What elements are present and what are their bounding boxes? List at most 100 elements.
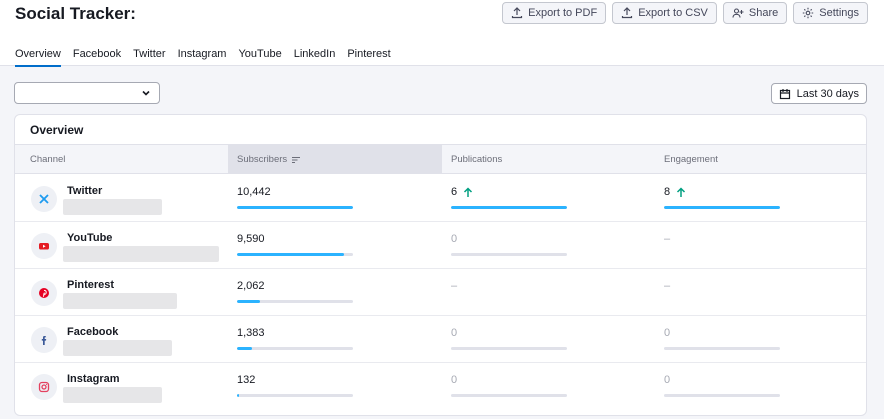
column-subscribers-label: Subscribers [237, 154, 288, 165]
subscribers-bar-fill [237, 300, 261, 303]
facebook-icon [41, 336, 47, 345]
publications-value: 6 [451, 186, 458, 198]
table-row: Instagram 132 0 0 [15, 363, 866, 410]
share-button[interactable]: Share [722, 2, 788, 24]
pinterest-icon [39, 288, 49, 298]
subscribers-bar [237, 253, 353, 256]
export-csv-label: Export to CSV [638, 7, 708, 19]
channel-name[interactable]: YouTube [67, 232, 113, 244]
tab-overview[interactable]: Overview [15, 48, 61, 67]
tab-instagram[interactable]: Instagram [177, 48, 227, 60]
column-publications-label: Publications [451, 154, 503, 165]
app-header: Social Tracker: Export to PDF Export to … [0, 0, 884, 67]
table-row: YouTube 9,590 0 – [15, 222, 866, 269]
channel-name[interactable]: Twitter [67, 185, 103, 197]
column-header-subscribers[interactable]: Subscribers [228, 145, 442, 174]
subscribers-value: 9,590 [237, 233, 265, 245]
export-pdf-button[interactable]: Export to PDF [502, 2, 607, 24]
subscribers-bar [237, 206, 353, 209]
subscribers-bar [237, 347, 353, 350]
subscribers-value: 1,383 [237, 327, 265, 339]
subscribers-value: 2,062 [237, 280, 265, 292]
channel-tabs: Overview Facebook Twitter Instagram YouT… [15, 48, 391, 67]
channel-handle-blurred [63, 199, 162, 215]
channel-handle-blurred [63, 340, 172, 356]
date-range-button[interactable]: Last 30 days [770, 83, 867, 104]
engagement-cell: 0 [664, 373, 784, 397]
tab-linkedin[interactable]: LinkedIn [293, 48, 336, 60]
export-csv-button[interactable]: Export to CSV [612, 2, 717, 24]
publications-bar [451, 253, 567, 256]
subscribers-value: 10,442 [237, 186, 271, 198]
column-channel-label: Channel [30, 154, 66, 165]
gear-icon [803, 7, 814, 19]
publications-bar-fill [451, 206, 567, 209]
engagement-cell: 0 [664, 326, 784, 350]
export-pdf-label: Export to PDF [528, 7, 598, 19]
channel-icon-wrap [31, 280, 57, 306]
tab-youtube[interactable]: YouTube [238, 48, 282, 60]
engagement-value-wrap: 8 [664, 185, 784, 199]
settings-button[interactable]: Settings [793, 2, 868, 24]
subscribers-bar [237, 300, 353, 303]
settings-label: Settings [819, 7, 859, 19]
column-header-engagement[interactable]: Engagement [664, 145, 864, 174]
header-actions: Export to PDF Export to CSV Share Settin… [502, 2, 868, 24]
subscribers-cell: 9,590 [237, 232, 357, 256]
engagement-cell: – [664, 232, 784, 246]
trend-up-icon [677, 186, 686, 197]
publications-bar [451, 206, 567, 209]
engagement-value: – [664, 233, 671, 245]
publications-cell: 0 [451, 373, 571, 397]
publications-value: – [451, 280, 458, 292]
channel-icon-wrap [31, 327, 57, 353]
subscribers-cell: 1,383 [237, 326, 357, 350]
subscribers-bar-fill [237, 253, 344, 256]
table-row: Facebook 1,383 0 0 [15, 316, 866, 363]
channel-icon-wrap [31, 374, 57, 400]
subscribers-bar [237, 394, 353, 397]
engagement-bar-fill [664, 206, 780, 209]
column-header-channel: Channel [30, 145, 230, 174]
table-row: Pinterest 2,062 – – [15, 269, 866, 316]
tab-pinterest[interactable]: Pinterest [347, 48, 391, 60]
engagement-bar [664, 347, 780, 350]
publications-cell: – [451, 279, 571, 293]
subscribers-cell: 132 [237, 373, 357, 397]
upload-icon [512, 7, 523, 19]
engagement-cell: – [664, 279, 784, 293]
tab-facebook[interactable]: Facebook [72, 48, 122, 60]
channel-handle-blurred [63, 293, 177, 309]
engagement-cell: 8 [664, 185, 784, 209]
date-range-label: Last 30 days [796, 87, 859, 100]
engagement-bar [664, 206, 780, 209]
twitter-x-icon [39, 194, 49, 204]
instagram-icon [38, 381, 50, 393]
engagement-value: – [664, 280, 671, 292]
tab-twitter[interactable]: Twitter [133, 48, 166, 60]
trend-up-icon [464, 186, 473, 197]
calendar-icon [779, 88, 790, 99]
subscribers-bar-fill [237, 347, 253, 350]
publications-bar [451, 347, 567, 350]
column-header-publications[interactable]: Publications [451, 145, 651, 174]
channel-icon-wrap [31, 186, 57, 212]
channel-name[interactable]: Facebook [67, 326, 119, 338]
channel-name[interactable]: Pinterest [67, 279, 115, 291]
youtube-icon [39, 243, 49, 250]
channel-name[interactable]: Instagram [67, 373, 120, 385]
publications-cell: 0 [451, 326, 571, 350]
add-user-icon [732, 8, 744, 18]
engagement-value: 0 [664, 327, 671, 339]
channel-icon-wrap [31, 233, 57, 259]
subscribers-bar-fill [237, 206, 353, 209]
column-engagement-label: Engagement [664, 154, 718, 165]
upload-icon [622, 7, 633, 19]
project-select[interactable] [14, 82, 160, 104]
share-label: Share [748, 7, 779, 19]
sort-descending-icon [292, 156, 301, 163]
page-title: Social Tracker: [15, 4, 136, 23]
engagement-value: 8 [664, 186, 671, 198]
engagement-value: 0 [664, 374, 671, 386]
publications-cell: 6 [451, 185, 571, 209]
